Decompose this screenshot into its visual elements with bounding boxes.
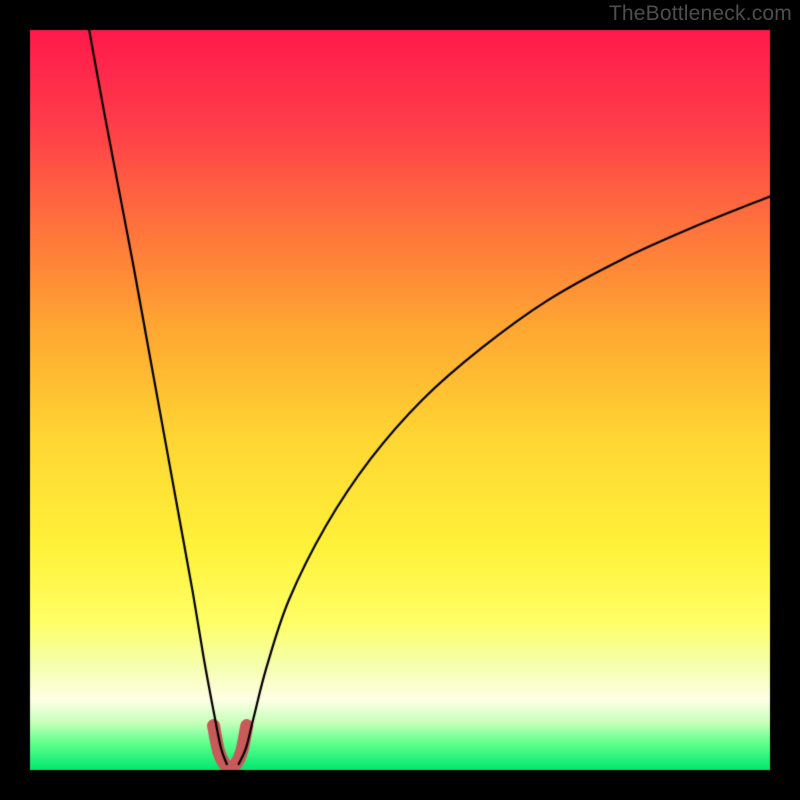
watermark-text: TheBottleneck.com — [609, 2, 792, 26]
bottleneck-chart-canvas — [0, 0, 800, 800]
